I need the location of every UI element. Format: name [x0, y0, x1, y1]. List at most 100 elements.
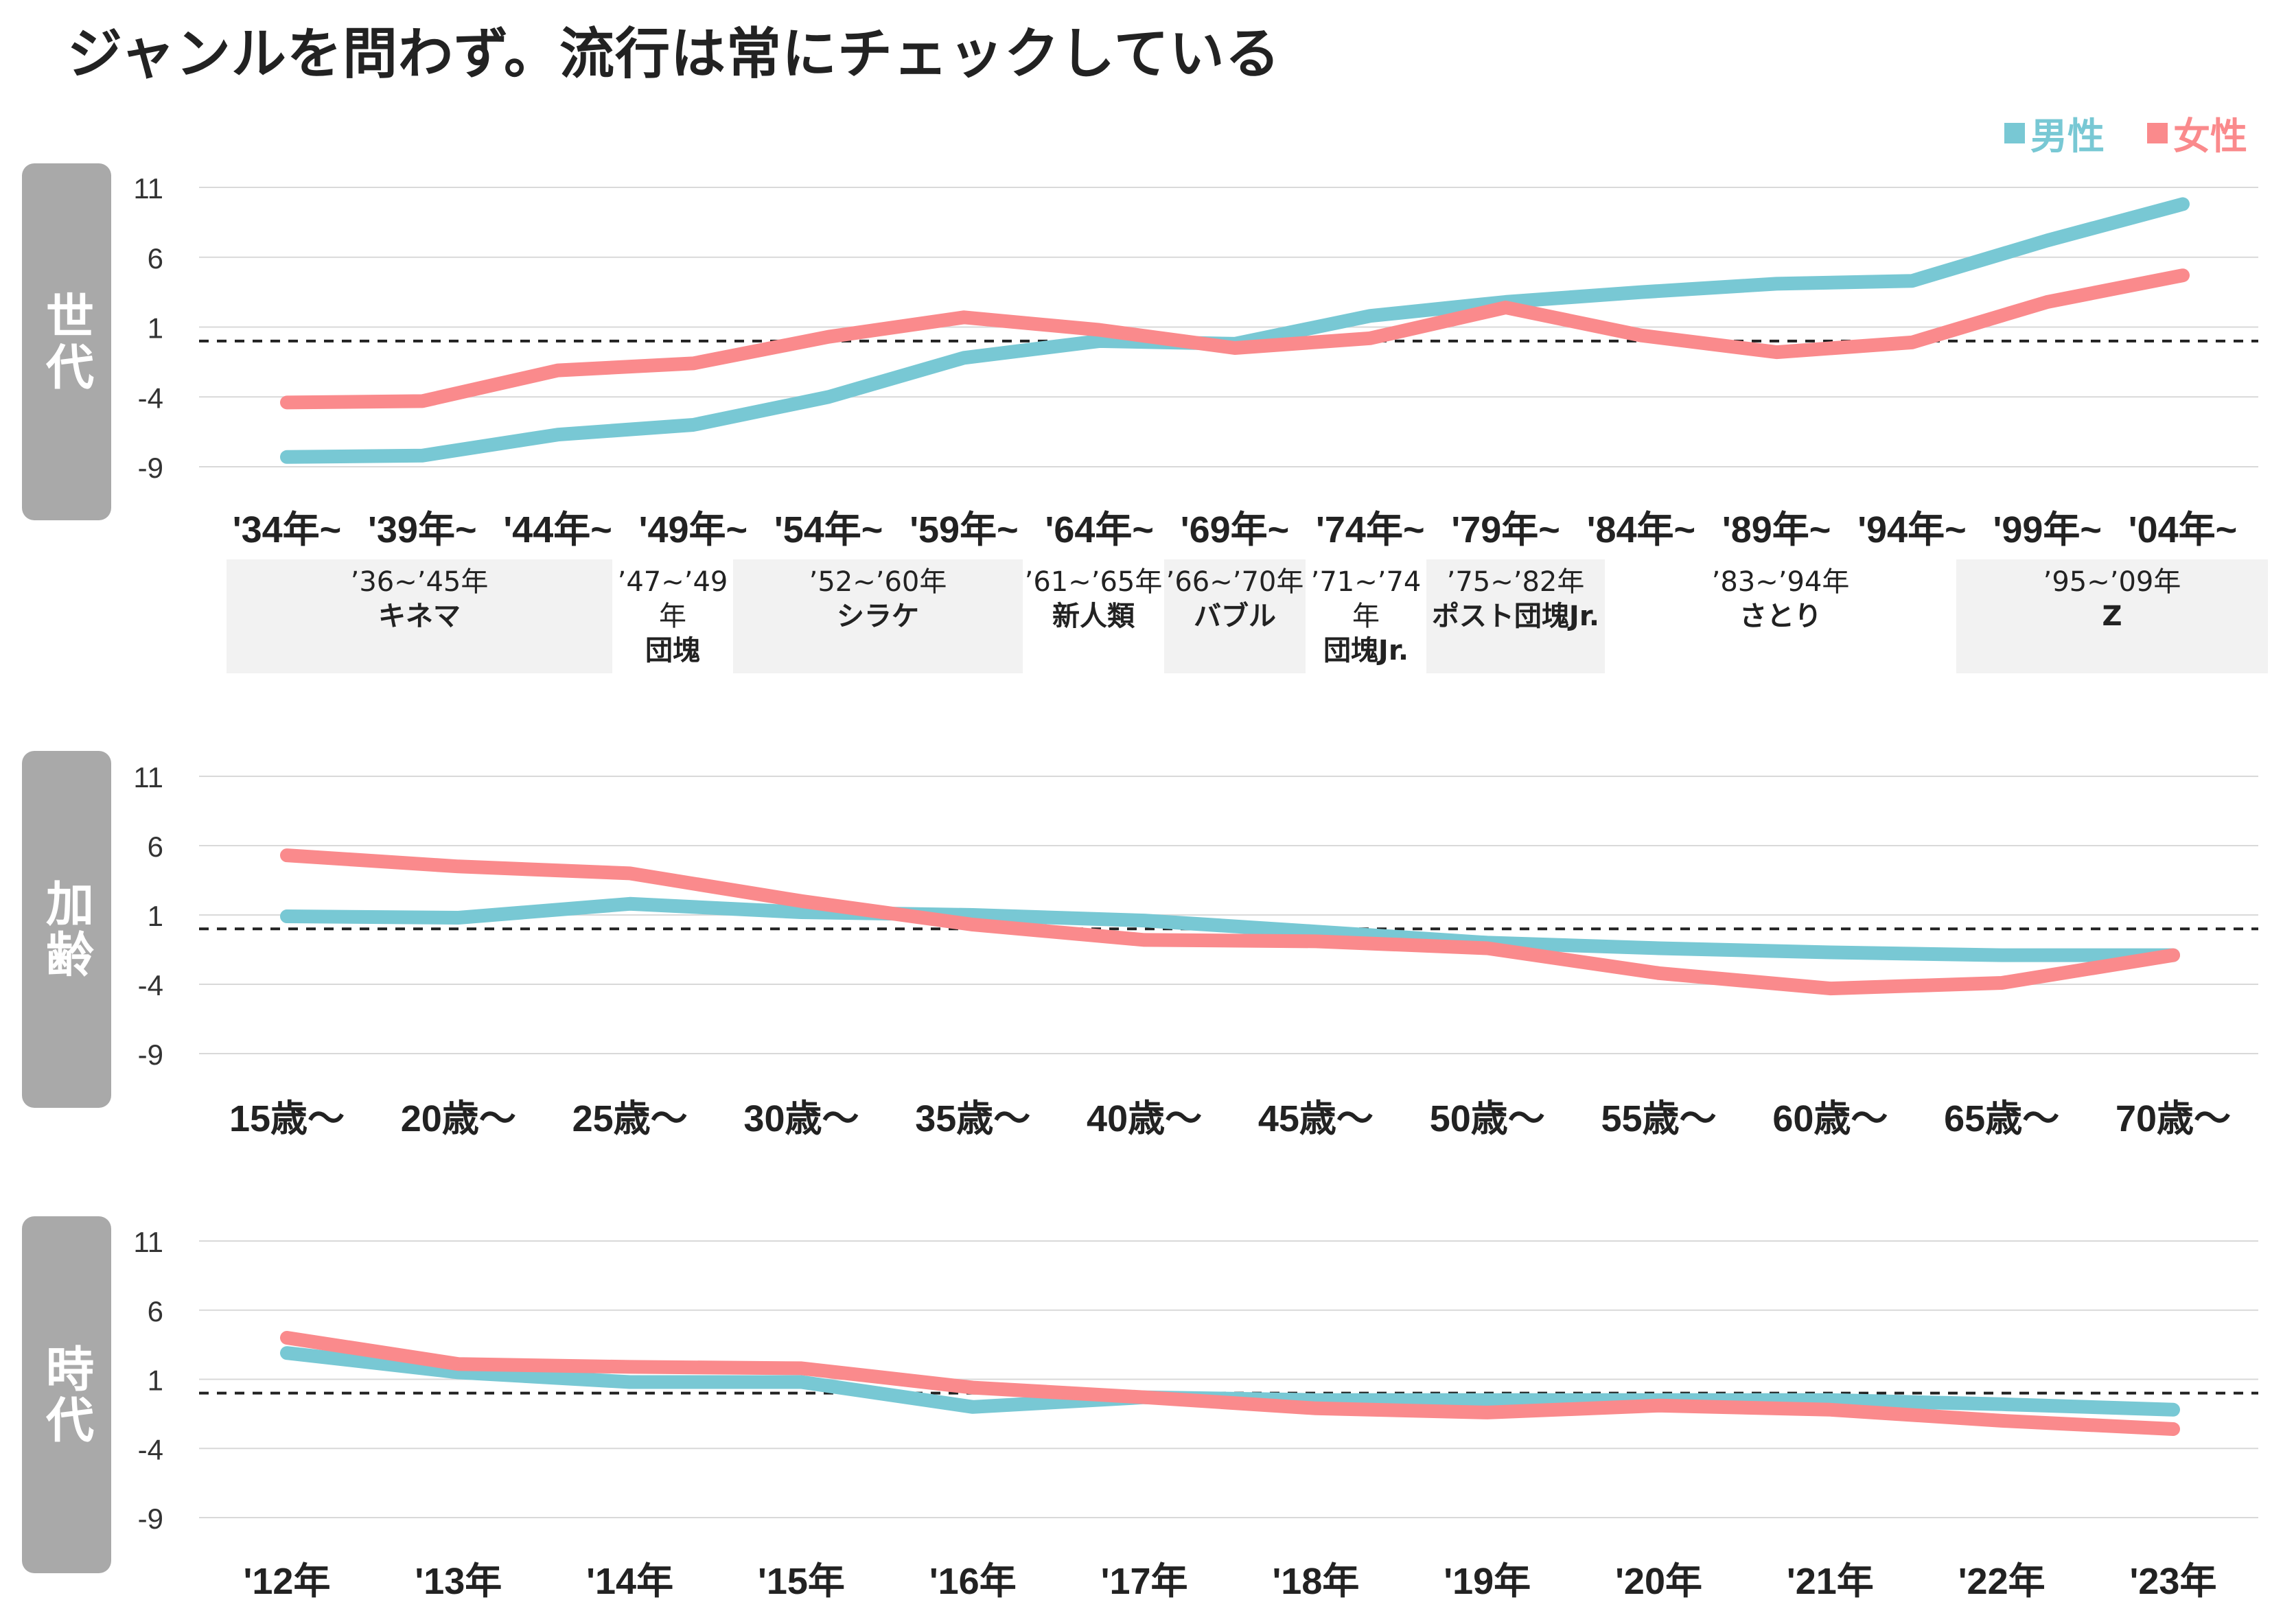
data-point-female — [1485, 946, 1490, 951]
x-tick-label: '16年 — [929, 1561, 1017, 1602]
x-tick-label: '59年~ — [909, 509, 1018, 550]
data-point-male — [1368, 314, 1373, 318]
generation-name: キネマ — [378, 601, 461, 632]
y-tick-label: 6 — [148, 242, 163, 275]
chart-panel-1: 11 6 1 -4 -9 15歳～ 20歳～ 25歳～ 30歳～ 35歳～ 40歳～ 45歳～ 50歳～… — [133, 761, 2258, 1139]
data-point-female — [420, 399, 425, 404]
data-point-female — [456, 1362, 461, 1367]
x-tick-label: 65歳～ — [1944, 1098, 2059, 1139]
data-point-female — [1142, 938, 1147, 942]
x-tick-label: '04年~ — [2129, 509, 2237, 550]
data-point-male — [971, 913, 975, 917]
generation-range: ’52~’60年 — [809, 566, 947, 598]
data-point-female — [799, 898, 804, 903]
data-point-male — [1656, 946, 1661, 951]
data-point-female — [1774, 350, 1779, 355]
x-tick-label: '39年~ — [368, 509, 476, 550]
panel-label-generation: 世代 — [22, 163, 111, 520]
data-point-male — [627, 901, 632, 906]
x-tick-label: '54年~ — [774, 509, 883, 550]
series-line-male — [280, 896, 2180, 962]
x-tick-label: '74年~ — [1316, 509, 1424, 550]
data-point-female — [1142, 1395, 1147, 1400]
x-tick-label: '69年~ — [1181, 509, 1289, 550]
legend-female-label: 女性 — [2173, 115, 2247, 158]
generation-box-shirake: ’52~’60年 シラケ — [733, 559, 1023, 673]
data-point-female — [1656, 1403, 1661, 1408]
data-point-male — [826, 395, 831, 399]
generation-name: さとり — [1739, 601, 1822, 632]
data-point-male — [2181, 202, 2185, 207]
data-point-male — [456, 916, 461, 920]
x-tick-label: '17年 — [1101, 1561, 1188, 1602]
generation-name: 新人類 — [1052, 601, 1135, 632]
data-point-male — [691, 422, 695, 427]
data-point-male — [1638, 290, 1643, 294]
generation-name: シラケ — [837, 601, 919, 632]
x-tick-label: 70歳～ — [2116, 1098, 2231, 1139]
data-point-female — [971, 923, 975, 927]
legend-male-label: 男性 — [2030, 115, 2105, 158]
data-point-female — [555, 368, 560, 373]
data-point-male — [962, 356, 966, 360]
data-point-female — [1368, 336, 1373, 340]
x-tick-label: 15歳～ — [229, 1098, 345, 1139]
x-tick-label: 40歳～ — [1087, 1098, 1202, 1139]
generation-range: ’47~’49年 — [617, 566, 728, 632]
data-point-male — [1097, 338, 1102, 343]
data-point-male — [285, 1351, 289, 1356]
chart-panel-0: 11 6 1 -4 -9 '34年~ '39年~ '44年~ '49年~ '54年~ '59年~ '6… — [133, 172, 2258, 550]
data-point-female — [826, 334, 831, 339]
panel-label-period: 時代 — [22, 1216, 111, 1573]
data-point-female — [1313, 1406, 1318, 1411]
data-point-female — [456, 864, 461, 869]
x-tick-label: '22年 — [1958, 1561, 2046, 1602]
generation-name: 団塊 — [645, 635, 700, 666]
x-tick-label: 20歳～ — [401, 1098, 516, 1139]
data-point-female — [1233, 346, 1237, 351]
generation-range: ’95~’09年 — [2043, 566, 2181, 598]
generation-range: ’83~’94年 — [1711, 566, 1850, 598]
series-line-male — [280, 197, 2190, 464]
y-tick-label: 6 — [148, 1295, 163, 1327]
x-tick-label: '89年~ — [1722, 509, 1831, 550]
data-point-male — [2045, 238, 2050, 243]
generation-box-bubble: ’66~’70年 バブル — [1164, 559, 1306, 673]
x-tick-label: '19年 — [1444, 1561, 1531, 1602]
x-tick-label: '14年 — [586, 1561, 673, 1602]
x-tick-label: 45歳～ — [1258, 1098, 1374, 1139]
data-point-female — [962, 315, 966, 320]
data-point-male — [555, 432, 560, 437]
data-point-female — [285, 1336, 289, 1341]
data-point-female — [971, 1385, 975, 1390]
x-tick-label: 25歳～ — [572, 1098, 688, 1139]
y-tick-label: -9 — [138, 1039, 163, 1071]
x-tick-label: 55歳～ — [1601, 1098, 1717, 1139]
x-tick-label: '13年 — [415, 1561, 502, 1602]
data-point-female — [1097, 327, 1102, 332]
y-tick-label: -9 — [138, 1503, 163, 1535]
data-point-male — [971, 1404, 975, 1409]
y-tick-label: -9 — [138, 452, 163, 484]
series-line-female — [280, 1331, 2180, 1436]
data-point-female — [2171, 953, 2175, 958]
x-tick-label: '18年 — [1272, 1561, 1359, 1602]
data-point-female — [1828, 986, 1833, 991]
data-point-female — [1638, 333, 1643, 338]
generation-range: ’75~’82年 — [1446, 566, 1585, 598]
generation-range: ’61~’65年 — [1024, 566, 1163, 598]
data-point-female — [2181, 273, 2185, 278]
data-point-female — [2171, 1427, 2175, 1432]
generation-box-shinjinrui: ’61~’65年 新人類 — [1023, 559, 1164, 673]
y-tick-label: -4 — [138, 382, 163, 414]
legend-male: 男性 — [2004, 106, 2105, 160]
data-point-male — [1910, 279, 1914, 283]
x-tick-label: '79年~ — [1451, 509, 1560, 550]
data-point-male — [1313, 1397, 1318, 1402]
data-point-male — [456, 1370, 461, 1375]
x-tick-label: '94年~ — [1857, 509, 1966, 550]
x-tick-label: '34年~ — [233, 509, 341, 550]
data-point-male — [285, 914, 289, 919]
generation-range: ’66~’70年 — [1166, 566, 1304, 598]
x-tick-label: '12年 — [244, 1561, 331, 1602]
